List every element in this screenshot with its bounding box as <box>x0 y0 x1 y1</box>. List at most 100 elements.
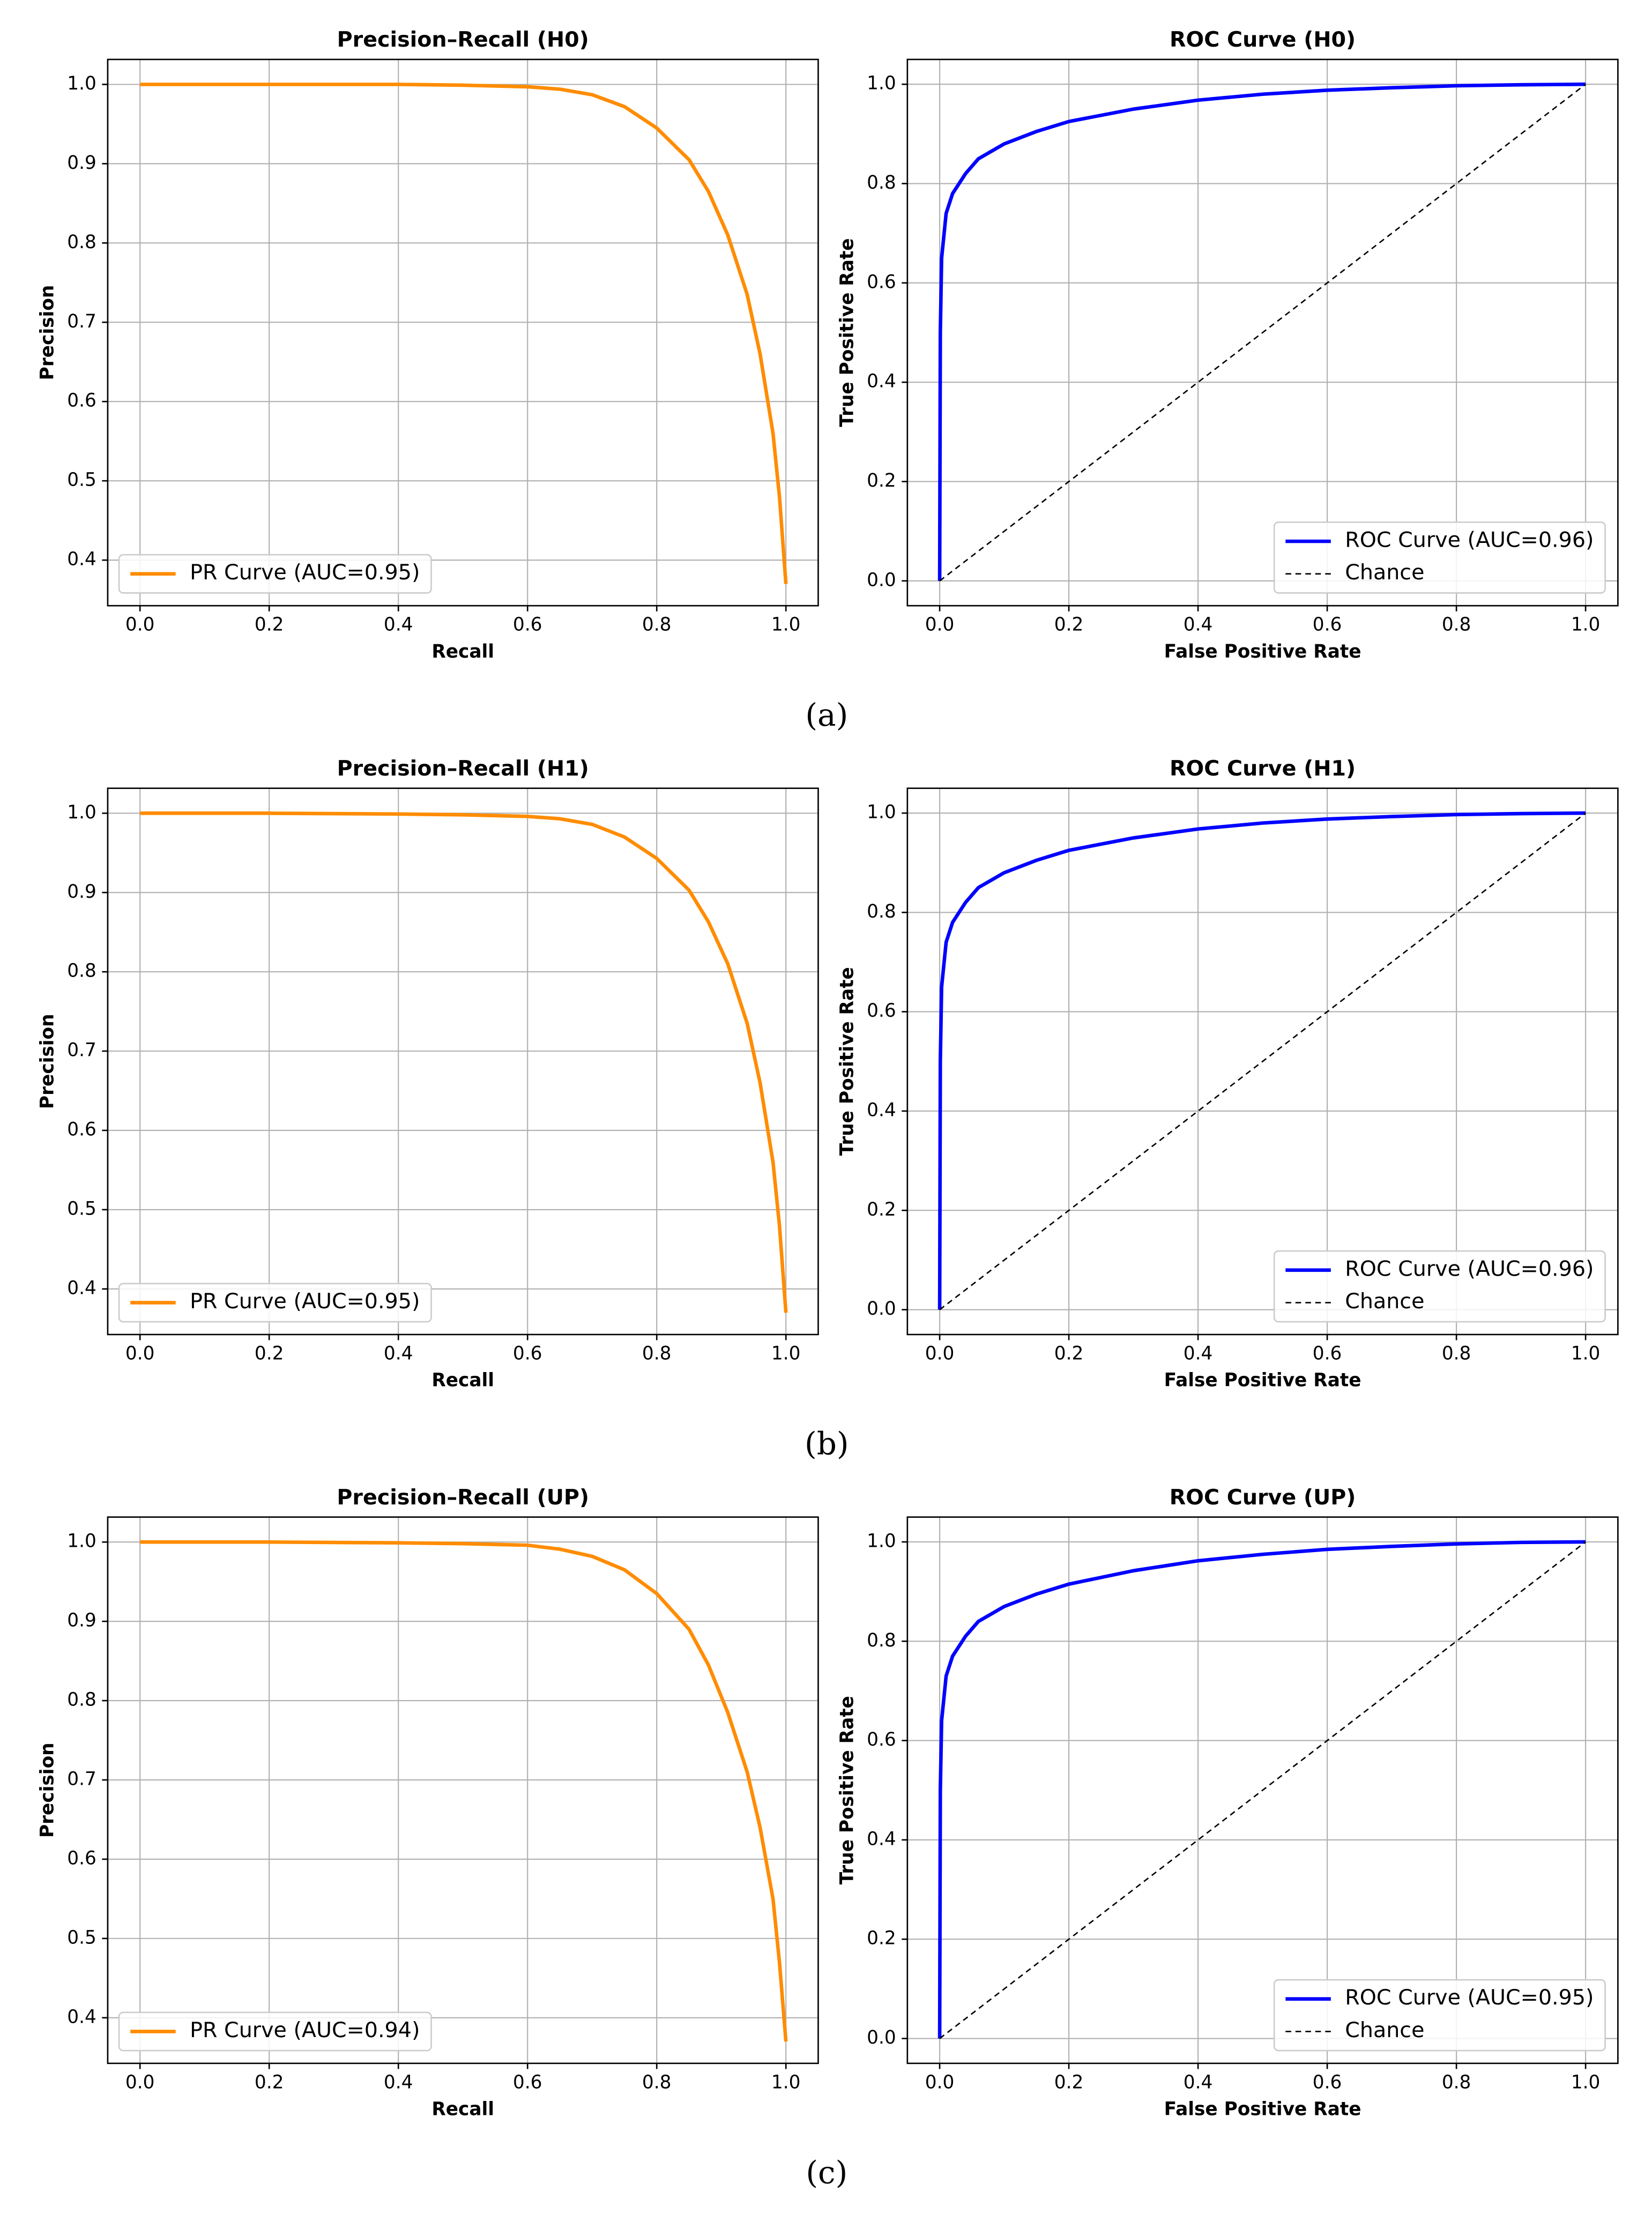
x-tick-label: 0.0 <box>125 614 155 636</box>
y-tick-label: 0.2 <box>867 1199 896 1220</box>
y-tick-label: 0.0 <box>867 1298 896 1320</box>
y-tick-label: 0.8 <box>867 1630 896 1651</box>
x-tick-label: 1.0 <box>1571 2071 1601 2093</box>
x-tick-label: 1.0 <box>1571 614 1601 636</box>
y-tick-label: 0.7 <box>67 311 96 332</box>
legend-label: ROC Curve (AUC=0.96) <box>1345 527 1594 552</box>
y-tick-label: 0.6 <box>867 1729 896 1750</box>
plot-area <box>140 1540 788 2042</box>
y-tick-label: 0.9 <box>67 152 96 174</box>
x-tick-label: 1.0 <box>771 1343 801 1364</box>
y-axis-label: Precision <box>37 285 58 381</box>
x-tick-label: 0.2 <box>255 1343 284 1364</box>
y-tick-label: 0.5 <box>67 1927 96 1948</box>
y-tick-label: 0.0 <box>867 569 896 591</box>
chart: 0.0 0.2 0.4 0.6 0.8 1.0 0.0 0.2 0.4 0.6 0.8 1.0 ROC … <box>836 756 1619 1391</box>
y-tick-label: 0.4 <box>867 371 896 392</box>
x-tick-label: 0.0 <box>925 614 955 636</box>
x-tick-label: 0.6 <box>1313 1343 1342 1364</box>
legend-label: Chance <box>1345 560 1424 585</box>
x-tick-label: 0.2 <box>1054 1343 1084 1364</box>
chart: 0.0 0.2 0.4 0.6 0.8 1.0 0.4 0.5 0.6 0.7 0.8 0.9 1.0 P… <box>37 27 819 662</box>
legend-box <box>118 2011 432 2052</box>
y-tick-label: 1.0 <box>867 1530 896 1552</box>
x-tick-label: 0.2 <box>1054 2071 1084 2093</box>
legend-label: PR Curve (AUC=0.94) <box>190 2018 420 2043</box>
y-tick-label: 0.4 <box>867 1100 896 1121</box>
plot-area <box>140 83 788 584</box>
y-tick-label: 0.9 <box>67 1610 96 1631</box>
y-tick-label: 0.0 <box>867 2027 896 2048</box>
y-tick-label: 0.2 <box>867 1928 896 1949</box>
x-tick-label: 0.6 <box>513 614 542 636</box>
y-tick-label: 0.8 <box>67 960 96 982</box>
axes-frame <box>107 58 819 607</box>
plot-area <box>937 811 1586 1310</box>
y-tick-label: 0.6 <box>67 1847 96 1869</box>
x-axis-label: Recall <box>431 641 494 662</box>
chart-title: Precision–Recall (H1) <box>337 756 589 781</box>
legend: ROC Curve (AUC=0.96) Chance <box>1273 521 1606 594</box>
y-tick-label: 0.6 <box>867 271 896 293</box>
x-tick-label: 0.8 <box>642 1343 672 1364</box>
y-axis-label: Precision <box>37 1742 58 1838</box>
axes-frame <box>107 1516 819 2064</box>
x-tick-label: 0.8 <box>1442 1343 1471 1364</box>
curve <box>939 813 1586 1310</box>
x-tick-label: 0.2 <box>1054 614 1084 636</box>
legend-label: PR Curve (AUC=0.95) <box>190 560 420 585</box>
legend-label: PR Curve (AUC=0.95) <box>190 1289 420 1314</box>
x-tick-label: 1.0 <box>771 614 801 636</box>
y-tick-label: 1.0 <box>67 802 96 823</box>
legend-label: ROC Curve (AUC=0.96) <box>1345 1256 1594 1281</box>
axes-frame <box>906 58 1619 607</box>
chart-title: Precision–Recall (UP) <box>337 1485 589 1510</box>
x-axis-label: Recall <box>431 1370 494 1391</box>
legend: ROC Curve (AUC=0.96) Chance <box>1273 1250 1606 1323</box>
legend: PR Curve (AUC=0.94) <box>118 2011 432 2052</box>
y-tick-label: 1.0 <box>67 1531 96 1552</box>
x-tick-label: 0.6 <box>513 1343 542 1364</box>
x-tick-label: 0.8 <box>1442 2071 1471 2093</box>
y-axis-label: True Positive Rate <box>836 967 858 1156</box>
y-tick-label: 0.9 <box>67 881 96 903</box>
x-tick-label: 0.4 <box>384 614 413 636</box>
curve <box>939 1541 1586 2039</box>
y-tick-label: 1.0 <box>867 802 896 823</box>
curve <box>937 1540 1586 2039</box>
y-axis-label: Precision <box>37 1014 58 1109</box>
y-tick-label: 0.8 <box>67 1689 96 1711</box>
y-tick-label: 0.2 <box>867 470 896 491</box>
y-tick-label: 0.8 <box>867 901 896 922</box>
x-axis-label: False Positive Rate <box>1164 641 1361 662</box>
y-tick-label: 0.6 <box>67 390 96 412</box>
chart: 0.0 0.2 0.4 0.6 0.8 1.0 0.0 0.2 0.4 0.6 0.8 1.0 ROC … <box>836 27 1619 662</box>
legend-box <box>1273 521 1606 594</box>
chart: 0.0 0.2 0.4 0.6 0.8 1.0 0.0 0.2 0.4 0.6 0.8 1.0 ROC … <box>836 1485 1619 2120</box>
y-tick-label: 0.6 <box>67 1119 96 1141</box>
x-axis-label: Recall <box>431 2098 494 2120</box>
legend-box <box>118 1283 432 1323</box>
legend-label: Chance <box>1345 1289 1424 1314</box>
y-tick-label: 0.6 <box>867 1000 896 1022</box>
x-tick-label: 0.4 <box>1184 1343 1213 1364</box>
y-tick-label: 0.4 <box>67 2006 96 2028</box>
x-axis-label: False Positive Rate <box>1164 1370 1361 1391</box>
y-tick-label: 0.4 <box>67 1277 96 1299</box>
caption: (c) <box>806 2154 847 2190</box>
y-tick-label: 0.7 <box>67 1769 96 1790</box>
x-tick-label: 0.4 <box>1184 614 1213 636</box>
x-tick-label: 0.0 <box>925 2071 955 2093</box>
legend-box <box>118 554 432 594</box>
legend: PR Curve (AUC=0.95) <box>118 554 432 594</box>
curve <box>937 82 1586 581</box>
x-tick-label: 0.2 <box>255 614 284 636</box>
y-tick-label: 0.5 <box>67 1198 96 1220</box>
x-tick-label: 0.0 <box>925 1343 955 1364</box>
legend-label: Chance <box>1345 2018 1424 2043</box>
x-tick-label: 0.4 <box>384 2071 413 2093</box>
x-tick-label: 0.8 <box>642 2071 672 2093</box>
legend-label: ROC Curve (AUC=0.95) <box>1345 1985 1594 2010</box>
